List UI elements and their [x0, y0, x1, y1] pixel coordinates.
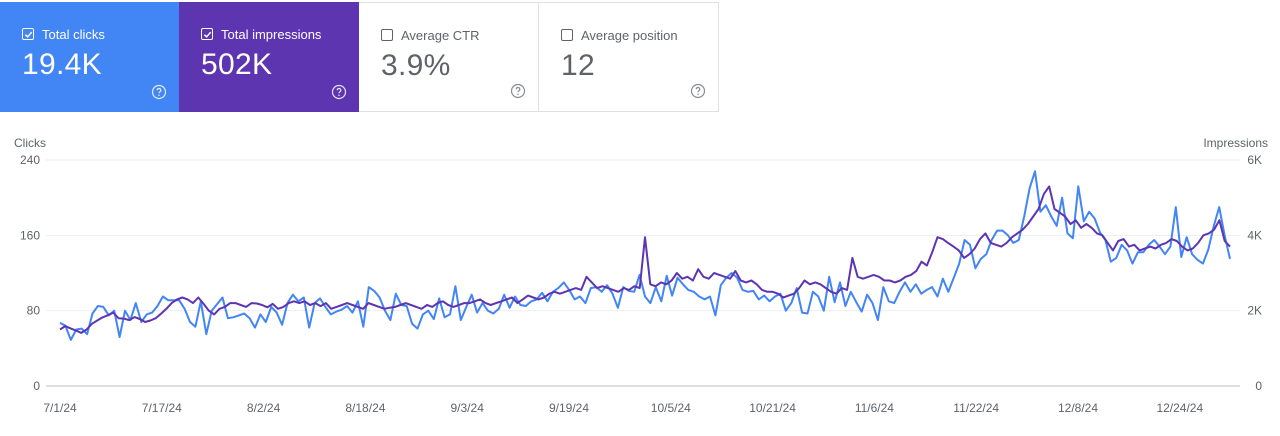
average-position-header: Average position: [561, 27, 698, 43]
help-icon[interactable]: [690, 83, 706, 99]
total-clicks-label: Total clicks: [42, 26, 105, 42]
checkbox-unchecked-icon[interactable]: [561, 29, 573, 41]
right-axis-title: Impressions: [1203, 136, 1268, 150]
total-impressions-header: Total impressions: [201, 26, 339, 42]
y-left-tick-label: 0: [33, 379, 40, 393]
help-icon[interactable]: [331, 84, 347, 100]
average-position-label: Average position: [581, 27, 678, 43]
total-impressions-value: 502K: [201, 48, 273, 81]
average-ctr-header: Average CTR: [381, 27, 518, 43]
total-clicks-card[interactable]: Total clicks 19.4K: [0, 2, 179, 112]
x-tick-label: 8/18/24: [345, 401, 385, 415]
y-left-tick-label: 160: [20, 228, 40, 242]
x-tick-label: 11/6/24: [855, 401, 894, 415]
x-tick-label: 7/17/24: [142, 401, 182, 415]
x-tick-label: 10/21/24: [749, 401, 796, 415]
checkbox-checked-icon[interactable]: [22, 28, 34, 40]
total-clicks-value: 19.4K: [22, 48, 102, 81]
x-tick-label: 12/8/24: [1058, 401, 1098, 415]
clicks-series-line: [59, 170, 1231, 341]
left-axis-title: Clicks: [14, 136, 46, 150]
average-ctr-value: 3.9%: [381, 49, 451, 82]
average-position-value: 12: [561, 49, 595, 82]
x-tick-label: 11/22/24: [953, 401, 999, 415]
x-tick-label: 12/24/24: [1156, 401, 1203, 415]
performance-chart[interactable]: 0 0 80 2K 160 4K 240 6K 7/1/24 7/17/24 8/2/24 8/18/…: [0, 120, 1280, 436]
x-tick-label: 10/5/24: [651, 401, 691, 415]
impressions-series-line: [59, 185, 1231, 334]
y-right-tick-label: 4K: [1247, 228, 1262, 242]
total-impressions-label: Total impressions: [221, 26, 322, 42]
checkbox-unchecked-icon[interactable]: [381, 29, 393, 41]
checkbox-checked-icon[interactable]: [201, 28, 213, 40]
average-ctr-card[interactable]: Average CTR 3.9%: [359, 2, 539, 112]
y-right-tick-label: 6K: [1247, 153, 1262, 167]
x-tick-label: 9/3/24: [451, 401, 485, 415]
help-icon[interactable]: [510, 83, 526, 99]
y-right-tick-label: 2K: [1247, 304, 1262, 318]
average-position-card[interactable]: Average position 12: [539, 2, 719, 112]
y-left-tick-label: 80: [27, 304, 41, 318]
x-tick-label: 9/19/24: [549, 401, 589, 415]
average-ctr-label: Average CTR: [401, 27, 480, 43]
total-impressions-card[interactable]: Total impressions 502K: [179, 2, 359, 112]
y-left-tick-label: 240: [20, 153, 40, 167]
x-tick-label: 7/1/24: [43, 401, 77, 415]
help-icon[interactable]: [151, 84, 167, 100]
y-right-tick-label: 0: [1255, 379, 1262, 393]
x-tick-label: 8/2/24: [247, 401, 281, 415]
metric-cards: Total clicks 19.4K Total impressions 502…: [0, 2, 719, 112]
total-clicks-header: Total clicks: [22, 26, 159, 42]
